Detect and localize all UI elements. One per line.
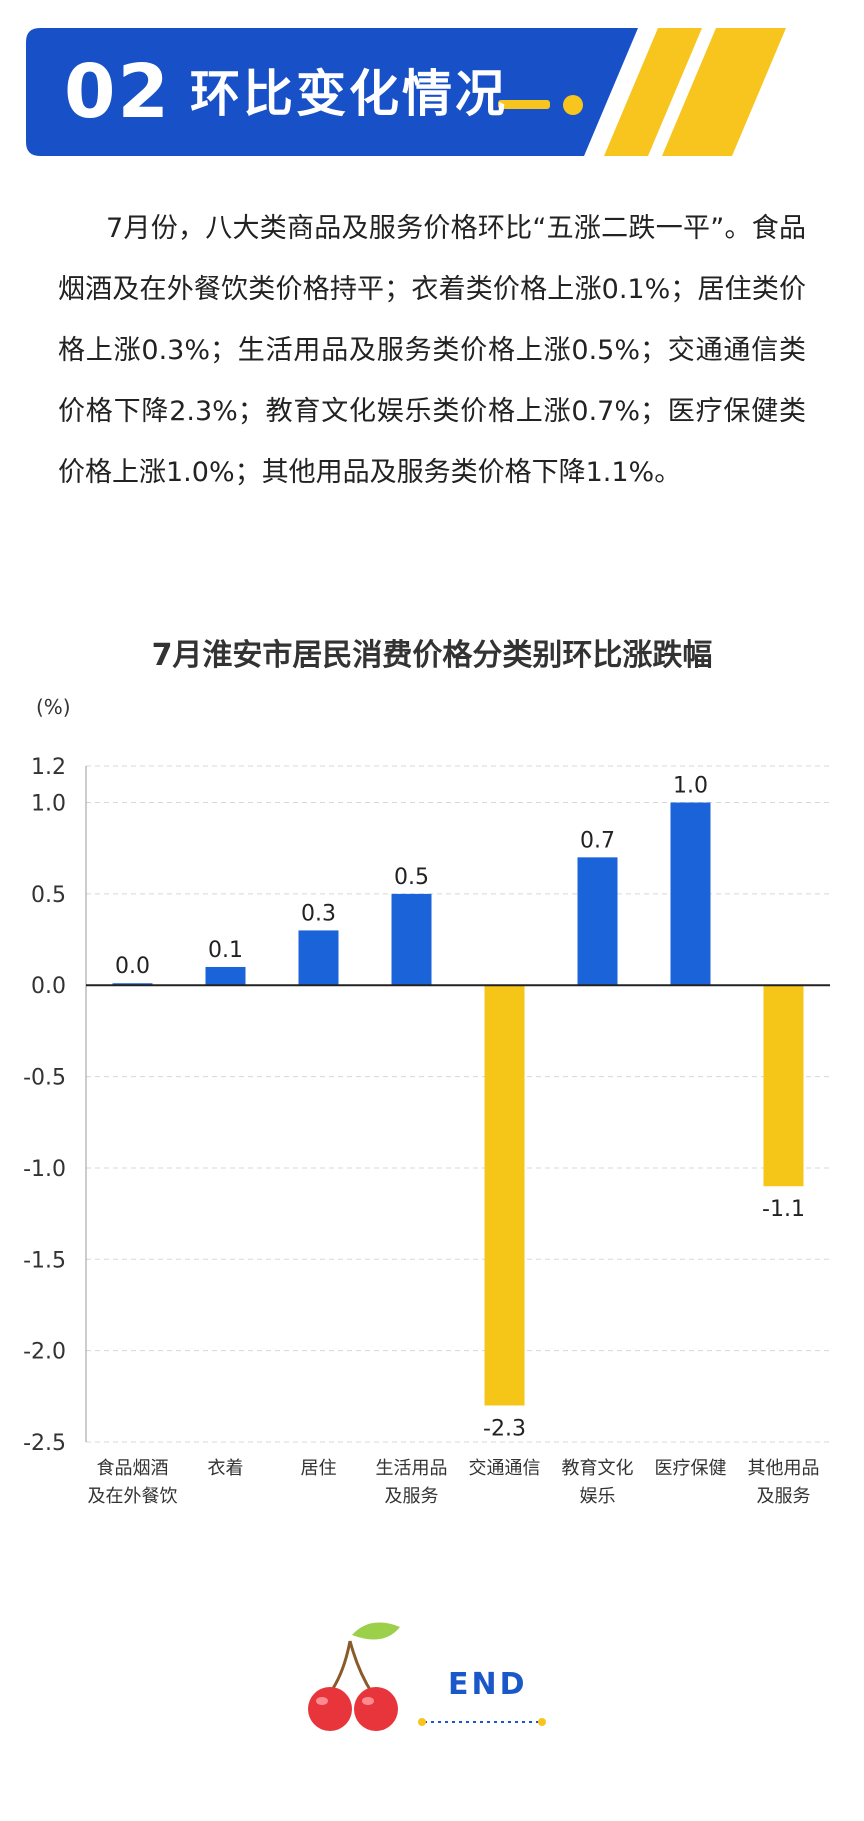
data-label: -1.1 xyxy=(762,1197,805,1222)
section-number: 02 xyxy=(64,49,171,135)
end-footer: END xyxy=(300,1605,560,1735)
cherry-icon xyxy=(308,1622,546,1731)
y-tick-label: 1.2 xyxy=(31,755,66,780)
bar xyxy=(577,857,618,986)
section-title: 环比变化情况 xyxy=(190,65,508,123)
chart-title: 7月淮安市居民消费价格分类别环比涨跌幅 xyxy=(151,638,713,673)
x-tick-label: 及服务 xyxy=(385,1486,439,1507)
bar-chart: (%) 1.2 1.0 0.5 0.0 -0.5 -1.0 -1.5 -2.0 -2.5 0.0 食品… xyxy=(23,695,830,1507)
x-tick-label: 其他用品 xyxy=(748,1458,820,1479)
bar xyxy=(484,985,525,1406)
y-tick-label: -1.5 xyxy=(23,1248,66,1273)
x-tick-label: 及服务 xyxy=(757,1486,811,1507)
x-tick-label: 医疗保健 xyxy=(655,1458,727,1479)
y-tick-label: -0.5 xyxy=(23,1066,66,1091)
banner-shape xyxy=(26,28,786,156)
x-tick-label: 交通通信 xyxy=(469,1458,541,1479)
data-label: 1.0 xyxy=(673,774,708,799)
x-tick-label: 及在外餐饮 xyxy=(88,1486,178,1507)
x-tick-label: 教育文化 xyxy=(562,1458,634,1479)
y-tick-label: 0.0 xyxy=(31,974,66,999)
bar xyxy=(763,985,804,1187)
y-tick-label: -2.5 xyxy=(23,1431,66,1456)
y-axis-unit: (%) xyxy=(36,695,71,719)
x-tick-label: 娱乐 xyxy=(580,1486,616,1507)
summary-paragraph: 7月份，八大类商品及服务价格环比“五涨二跌一平”。食品烟酒及在外餐饮类价格持平；… xyxy=(58,213,806,488)
y-tick-label: 1.0 xyxy=(31,792,66,817)
bar xyxy=(298,930,339,986)
data-label: 0.5 xyxy=(394,865,429,890)
x-tick-label: 生活用品 xyxy=(376,1458,448,1479)
section-banner: 02 环比变化情况 xyxy=(26,28,864,156)
data-label: 0.0 xyxy=(115,954,150,979)
y-tick-label: -1.0 xyxy=(23,1157,66,1182)
data-label: -2.3 xyxy=(483,1416,526,1441)
data-label: 0.7 xyxy=(580,828,615,853)
bar xyxy=(391,893,432,986)
x-tick-label: 食品烟酒 xyxy=(97,1458,169,1479)
end-label: END xyxy=(448,1667,528,1702)
bar xyxy=(670,802,711,986)
data-label: 0.3 xyxy=(301,901,336,926)
y-tick-label: -2.0 xyxy=(23,1340,66,1365)
data-label: 0.1 xyxy=(208,938,243,963)
bar xyxy=(205,966,246,986)
y-tick-label: 0.5 xyxy=(31,883,66,908)
x-tick-label: 居住 xyxy=(301,1458,337,1479)
x-tick-label: 衣着 xyxy=(208,1458,244,1479)
